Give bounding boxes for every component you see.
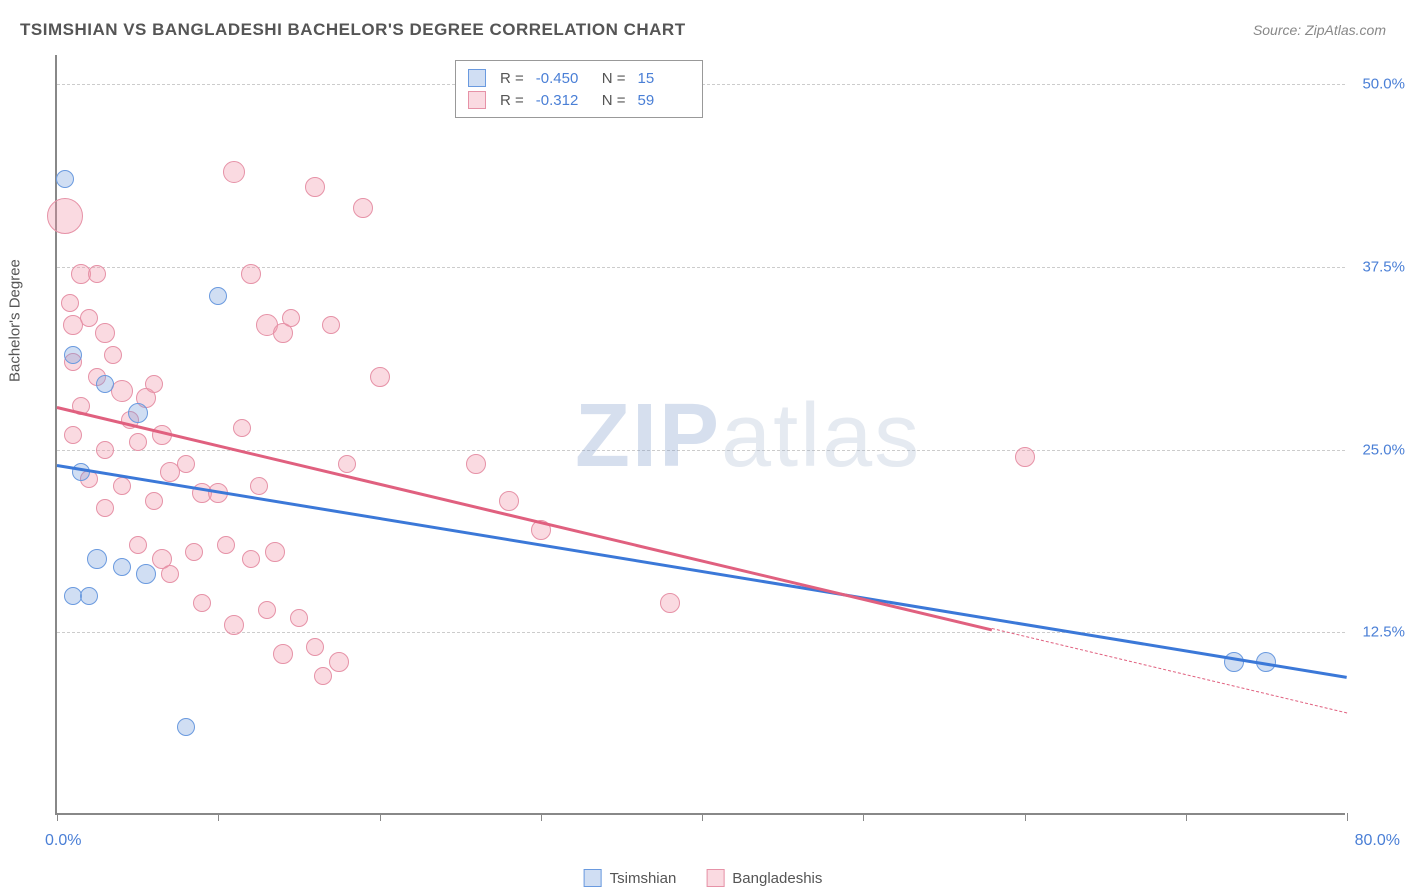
bangladeshis-point (88, 265, 106, 283)
bangladeshis-point (306, 638, 324, 656)
bangladeshis-point (80, 309, 98, 327)
bangladeshis-point (47, 198, 83, 234)
bangladeshis-point (353, 198, 373, 218)
x-tick (1025, 813, 1026, 821)
tsimshian-point (80, 587, 98, 605)
r-label: R = (500, 70, 524, 87)
bangladeshis-point (185, 543, 203, 561)
tsimshian-point (1224, 652, 1244, 672)
bangladeshis-point (329, 652, 349, 672)
x-tick (1347, 813, 1348, 821)
y-axis-title: Bachelor's Degree (7, 259, 24, 382)
bangladeshis-point (233, 419, 251, 437)
bangladeshis-point (96, 441, 114, 459)
bangladeshis-point (129, 536, 147, 554)
tsimshian-point (128, 403, 148, 423)
bangladeshis-point (161, 565, 179, 583)
tsimshian-trendline (57, 464, 1347, 678)
bangladeshis-point (193, 594, 211, 612)
x-tick (541, 813, 542, 821)
bangladeshis-point (241, 264, 261, 284)
x-axis-max-label: 80.0% (1355, 832, 1400, 850)
legend-row-tsimshian: R = -0.450 N = 15 (468, 67, 690, 89)
bangladeshis-point (64, 426, 82, 444)
bangladeshis-point (305, 177, 325, 197)
n-label: N = (602, 70, 626, 87)
x-tick (218, 813, 219, 821)
bangladeshis-point (1015, 447, 1035, 467)
source-label: Source: ZipAtlas.com (1253, 22, 1386, 38)
r-value-tsimshian: -0.450 (536, 70, 588, 87)
tsimshian-point (136, 564, 156, 584)
legend-label-tsimshian: Tsimshian (610, 870, 677, 887)
r-value-bangladeshis: -0.312 (536, 92, 588, 109)
bangladeshis-point (104, 346, 122, 364)
bangladeshis-point (282, 309, 300, 327)
y-tick-label: 25.0% (1362, 441, 1405, 458)
legend-swatch-bangladeshis (468, 91, 486, 109)
n-label: N = (602, 92, 626, 109)
legend-item-bangladeshis: Bangladeshis (706, 869, 822, 887)
plot-area: 12.5%25.0%37.5%50.0% (55, 55, 1345, 815)
bangladeshis-point (61, 294, 79, 312)
legend-row-bangladeshis: R = -0.312 N = 59 (468, 89, 690, 111)
bangladeshis-trendline-extrapolated (992, 628, 1347, 713)
r-label: R = (500, 92, 524, 109)
bangladeshis-point (314, 667, 332, 685)
bangladeshis-point (290, 609, 308, 627)
bangladeshis-point (217, 536, 235, 554)
y-tick-label: 50.0% (1362, 76, 1405, 93)
tsimshian-point (64, 346, 82, 364)
x-tick (57, 813, 58, 821)
bangladeshis-point (322, 316, 340, 334)
bangladeshis-point (96, 499, 114, 517)
legend-swatch-bangladeshis-bottom (706, 869, 724, 887)
tsimshian-point (87, 549, 107, 569)
x-tick (863, 813, 864, 821)
tsimshian-point (177, 718, 195, 736)
bangladeshis-point (129, 433, 147, 451)
bangladeshis-point (224, 615, 244, 635)
bangladeshis-point (499, 491, 519, 511)
x-tick (1186, 813, 1187, 821)
x-tick (380, 813, 381, 821)
bangladeshis-point (265, 542, 285, 562)
bangladeshis-point (250, 477, 268, 495)
n-value-bangladeshis: 59 (638, 92, 690, 109)
bangladeshis-point (145, 375, 163, 393)
bangladeshis-point (177, 455, 195, 473)
chart-title: TSIMSHIAN VS BANGLADESHI BACHELOR'S DEGR… (20, 20, 686, 40)
series-legend: Tsimshian Bangladeshis (584, 869, 823, 887)
legend-label-bangladeshis: Bangladeshis (732, 870, 822, 887)
bangladeshis-point (370, 367, 390, 387)
x-axis-min-label: 0.0% (45, 832, 81, 850)
bangladeshis-point (466, 454, 486, 474)
bangladeshis-point (242, 550, 260, 568)
tsimshian-point (113, 558, 131, 576)
x-tick (702, 813, 703, 821)
y-tick-label: 12.5% (1362, 624, 1405, 641)
legend-swatch-tsimshian-bottom (584, 869, 602, 887)
bangladeshis-point (223, 161, 245, 183)
y-tick-label: 37.5% (1362, 258, 1405, 275)
bangladeshis-point (273, 644, 293, 664)
bangladeshis-point (258, 601, 276, 619)
bangladeshis-point (113, 477, 131, 495)
gridline (57, 450, 1345, 451)
correlation-legend: R = -0.450 N = 15 R = -0.312 N = 59 (455, 60, 703, 118)
legend-swatch-tsimshian (468, 69, 486, 87)
bangladeshis-point (660, 593, 680, 613)
gridline (57, 632, 1345, 633)
legend-item-tsimshian: Tsimshian (584, 869, 677, 887)
plot-container: 12.5%25.0%37.5%50.0% Bachelor's Degree Z… (55, 55, 1345, 815)
tsimshian-point (96, 375, 114, 393)
n-value-tsimshian: 15 (638, 70, 690, 87)
tsimshian-point (56, 170, 74, 188)
bangladeshis-point (95, 323, 115, 343)
bangladeshis-point (145, 492, 163, 510)
bangladeshis-point (338, 455, 356, 473)
tsimshian-point (209, 287, 227, 305)
